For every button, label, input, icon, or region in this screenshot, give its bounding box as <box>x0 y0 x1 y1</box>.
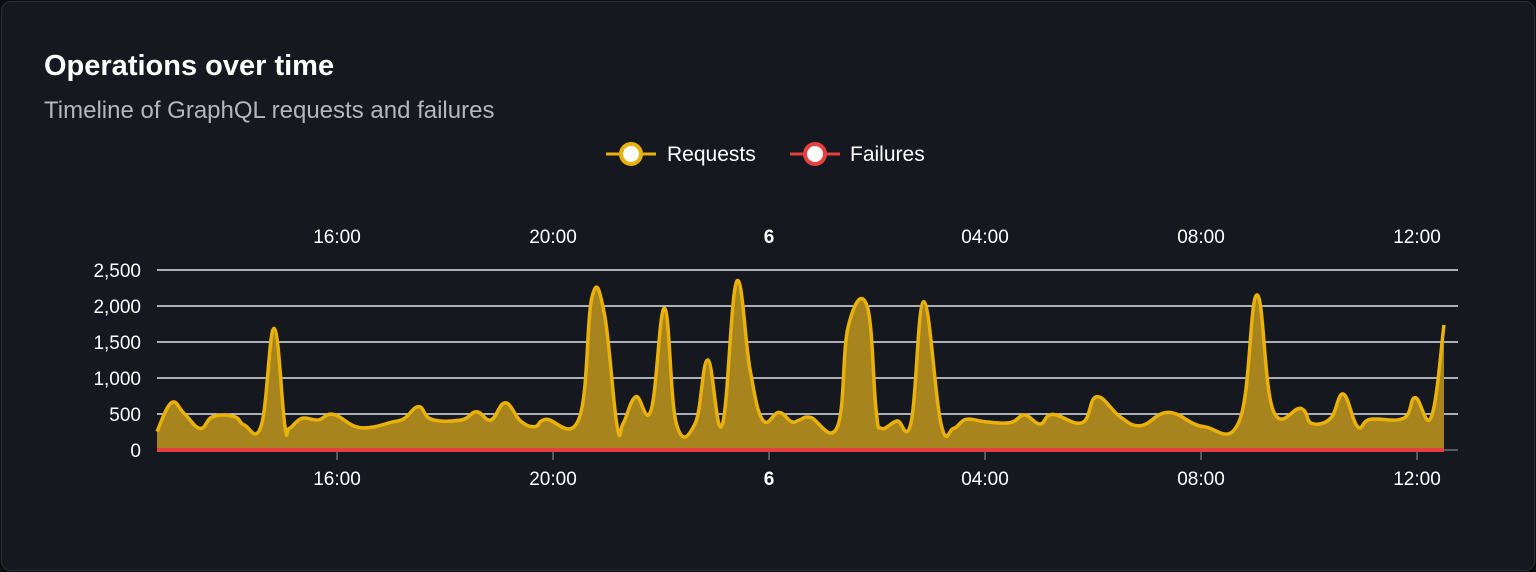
x-tick-label: 16:00 <box>313 469 361 490</box>
legend-failures-marker-icon <box>803 142 827 166</box>
x-tick-label: 04:00 <box>961 227 1009 248</box>
x-axis-bottom: 16:00 20:00 6 04:00 08:00 12:00 <box>313 469 1441 490</box>
y-tick-label: 0 <box>130 441 141 462</box>
x-tick-label: 16:00 <box>313 227 361 248</box>
chart-title: Operations over time <box>44 50 335 82</box>
legend-failures-label: Failures <box>850 143 925 166</box>
x-tick-label: 08:00 <box>1177 227 1225 248</box>
plot-area <box>155 278 1446 452</box>
legend-requests-marker-icon <box>619 142 643 166</box>
legend: Requests Failures <box>606 142 925 166</box>
y-tick-label: 2,500 <box>93 261 141 282</box>
y-tick-label: 1,000 <box>93 369 141 390</box>
y-tick-label: 1,500 <box>93 333 141 354</box>
x-tick-label: 12:00 <box>1393 469 1441 490</box>
x-tick-label: 08:00 <box>1177 469 1225 490</box>
y-tick-label: 500 <box>109 405 141 426</box>
legend-item-failures[interactable]: Failures <box>790 142 925 166</box>
x-axis-top: 16:00 20:00 6 04:00 08:00 12:00 <box>313 227 1441 248</box>
legend-requests-label: Requests <box>667 143 756 166</box>
x-tick-label: 6 <box>764 469 775 490</box>
chart-subtitle: Timeline of GraphQL requests and failure… <box>44 97 495 124</box>
y-axis: 0 500 1,000 1,500 2,000 2,500 <box>93 261 141 462</box>
x-tick-label: 6 <box>764 227 775 248</box>
x-tick-label: 12:00 <box>1393 227 1441 248</box>
y-tick-label: 2,000 <box>93 297 141 318</box>
legend-item-requests[interactable]: Requests <box>606 142 756 166</box>
x-tick-label: 20:00 <box>529 227 577 248</box>
requests-line <box>155 278 1446 439</box>
x-tick-label: 20:00 <box>529 469 577 490</box>
x-tick-label: 04:00 <box>961 469 1009 490</box>
